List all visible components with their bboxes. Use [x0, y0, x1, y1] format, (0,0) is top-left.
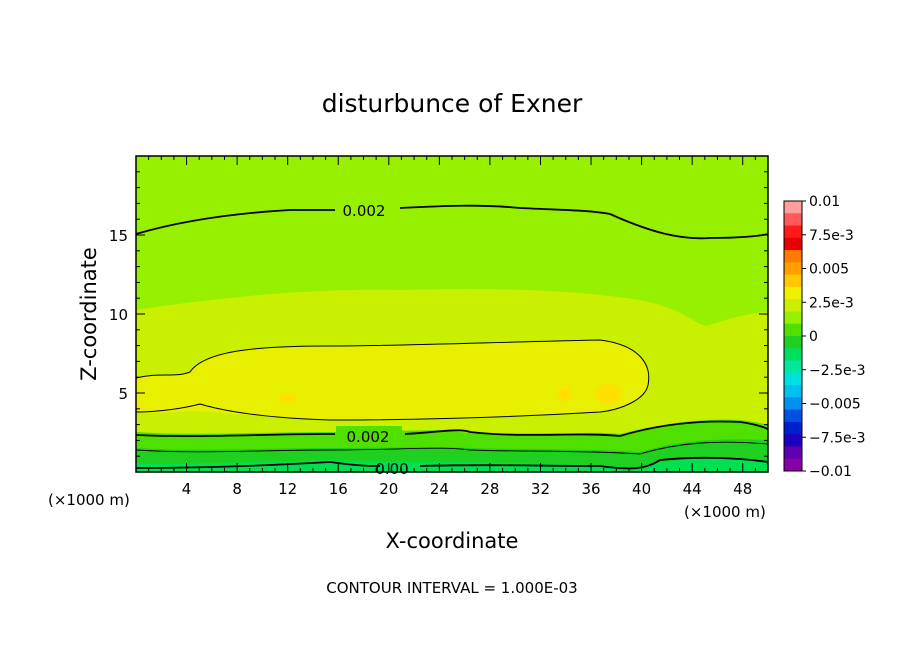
colorbar-segment — [784, 201, 802, 214]
contour-field — [136, 156, 768, 472]
colorbar-segment — [784, 421, 802, 435]
x-unit-left: (×1000 m) — [48, 491, 130, 509]
colorbar-segment — [784, 299, 802, 312]
colorbar-segment — [784, 274, 802, 288]
x-unit-right: (×1000 m) — [684, 503, 766, 521]
region-core — [136, 340, 649, 420]
contour-label-bg-2 — [336, 426, 402, 446]
colorbar-label: −0.005 — [809, 397, 861, 413]
x-tick-label: 44 — [683, 480, 702, 498]
x-tick-label: 40 — [632, 480, 651, 498]
x-axis-title: X-coordinate — [386, 529, 519, 553]
chart-title: disturbunce of Exner — [322, 89, 583, 118]
x-tick-label: 48 — [733, 480, 752, 498]
hot-spot-1 — [279, 393, 297, 403]
colorbar-label: −0.01 — [809, 464, 852, 480]
contour-label-bg-1 — [336, 200, 392, 220]
colorbar-segment — [784, 360, 802, 374]
x-tick-label: 20 — [379, 480, 398, 498]
colorbar-segment — [784, 385, 802, 398]
x-tick-label: 16 — [329, 480, 348, 498]
colorbar-label: 7.5e-3 — [809, 228, 854, 244]
colorbar-label: 0.01 — [809, 194, 840, 210]
x-tick-label: 24 — [430, 480, 449, 498]
colorbar-segment — [784, 311, 802, 325]
colorbar-label: 0.005 — [809, 262, 849, 278]
colorbar-label: −7.5e-3 — [809, 430, 866, 446]
colorbar-segment — [784, 225, 802, 239]
colorbar-segment — [784, 286, 802, 300]
y-axis-title: Z-coordinate — [77, 247, 101, 381]
hot-spot-2 — [558, 386, 572, 402]
colorbar-segment — [784, 250, 802, 263]
colorbar-segment — [784, 262, 802, 276]
contour-line-upper — [136, 204, 768, 240]
colorbar-label: 2.5e-3 — [809, 295, 854, 311]
colorbar-segment — [784, 446, 802, 460]
colorbar-segment — [784, 409, 802, 423]
colorbar-segment — [784, 372, 802, 386]
colorbar-segment — [784, 434, 802, 447]
colorbar-segment — [784, 397, 802, 411]
x-tick-label: 32 — [531, 480, 550, 498]
colorbar-segment — [784, 323, 802, 337]
colorbar-label: 0 — [809, 329, 818, 345]
x-axis: 4 8 12 16 20 24 28 32 36 40 44 48 — [148, 156, 756, 498]
x-tick-label: 36 — [581, 480, 600, 498]
colorbar: 0.01 7.5e-3 0.005 2.5e-3 0 −2.5e-3 −0.005 −7.5e… — [783, 194, 866, 480]
contour-line-low-thin — [136, 441, 768, 455]
colorbar-segment — [784, 237, 802, 251]
colorbar-segment — [784, 348, 802, 362]
y-axis: 5 10 15 — [109, 171, 768, 457]
x-tick-label: 28 — [480, 480, 499, 498]
contour-line-core — [136, 339, 650, 421]
colorbar-label: −2.5e-3 — [809, 363, 866, 379]
contour-line-zero — [136, 456, 768, 470]
y-tick-label: 5 — [118, 385, 128, 403]
colorbar-segment — [784, 458, 802, 472]
x-tick-label: 4 — [182, 480, 192, 498]
x-tick-label: 12 — [278, 480, 297, 498]
hot-spot-3 — [595, 384, 621, 404]
y-tick-label: 10 — [109, 306, 128, 324]
colorbar-segment — [784, 213, 802, 227]
y-tick-label: 15 — [109, 227, 128, 245]
colorbar-segment — [784, 336, 802, 349]
contour-line-low — [136, 420, 768, 438]
contour-label-3: 0.00 — [375, 460, 408, 478]
contour-label-2: 0.002 — [347, 428, 390, 446]
x-tick-label: 8 — [232, 480, 242, 498]
contour-label-1: 0.002 — [343, 202, 386, 220]
contour-interval-note: CONTOUR INTERVAL = 1.000E-03 — [326, 579, 577, 597]
